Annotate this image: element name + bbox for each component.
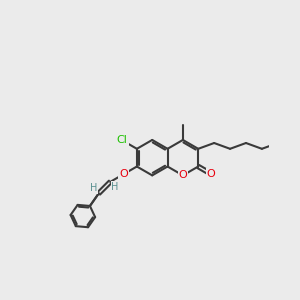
- Text: H: H: [111, 182, 119, 192]
- Text: H: H: [90, 183, 98, 194]
- Text: O: O: [119, 169, 128, 179]
- Text: O: O: [206, 169, 215, 179]
- Text: O: O: [178, 170, 187, 180]
- Text: Cl: Cl: [117, 135, 128, 145]
